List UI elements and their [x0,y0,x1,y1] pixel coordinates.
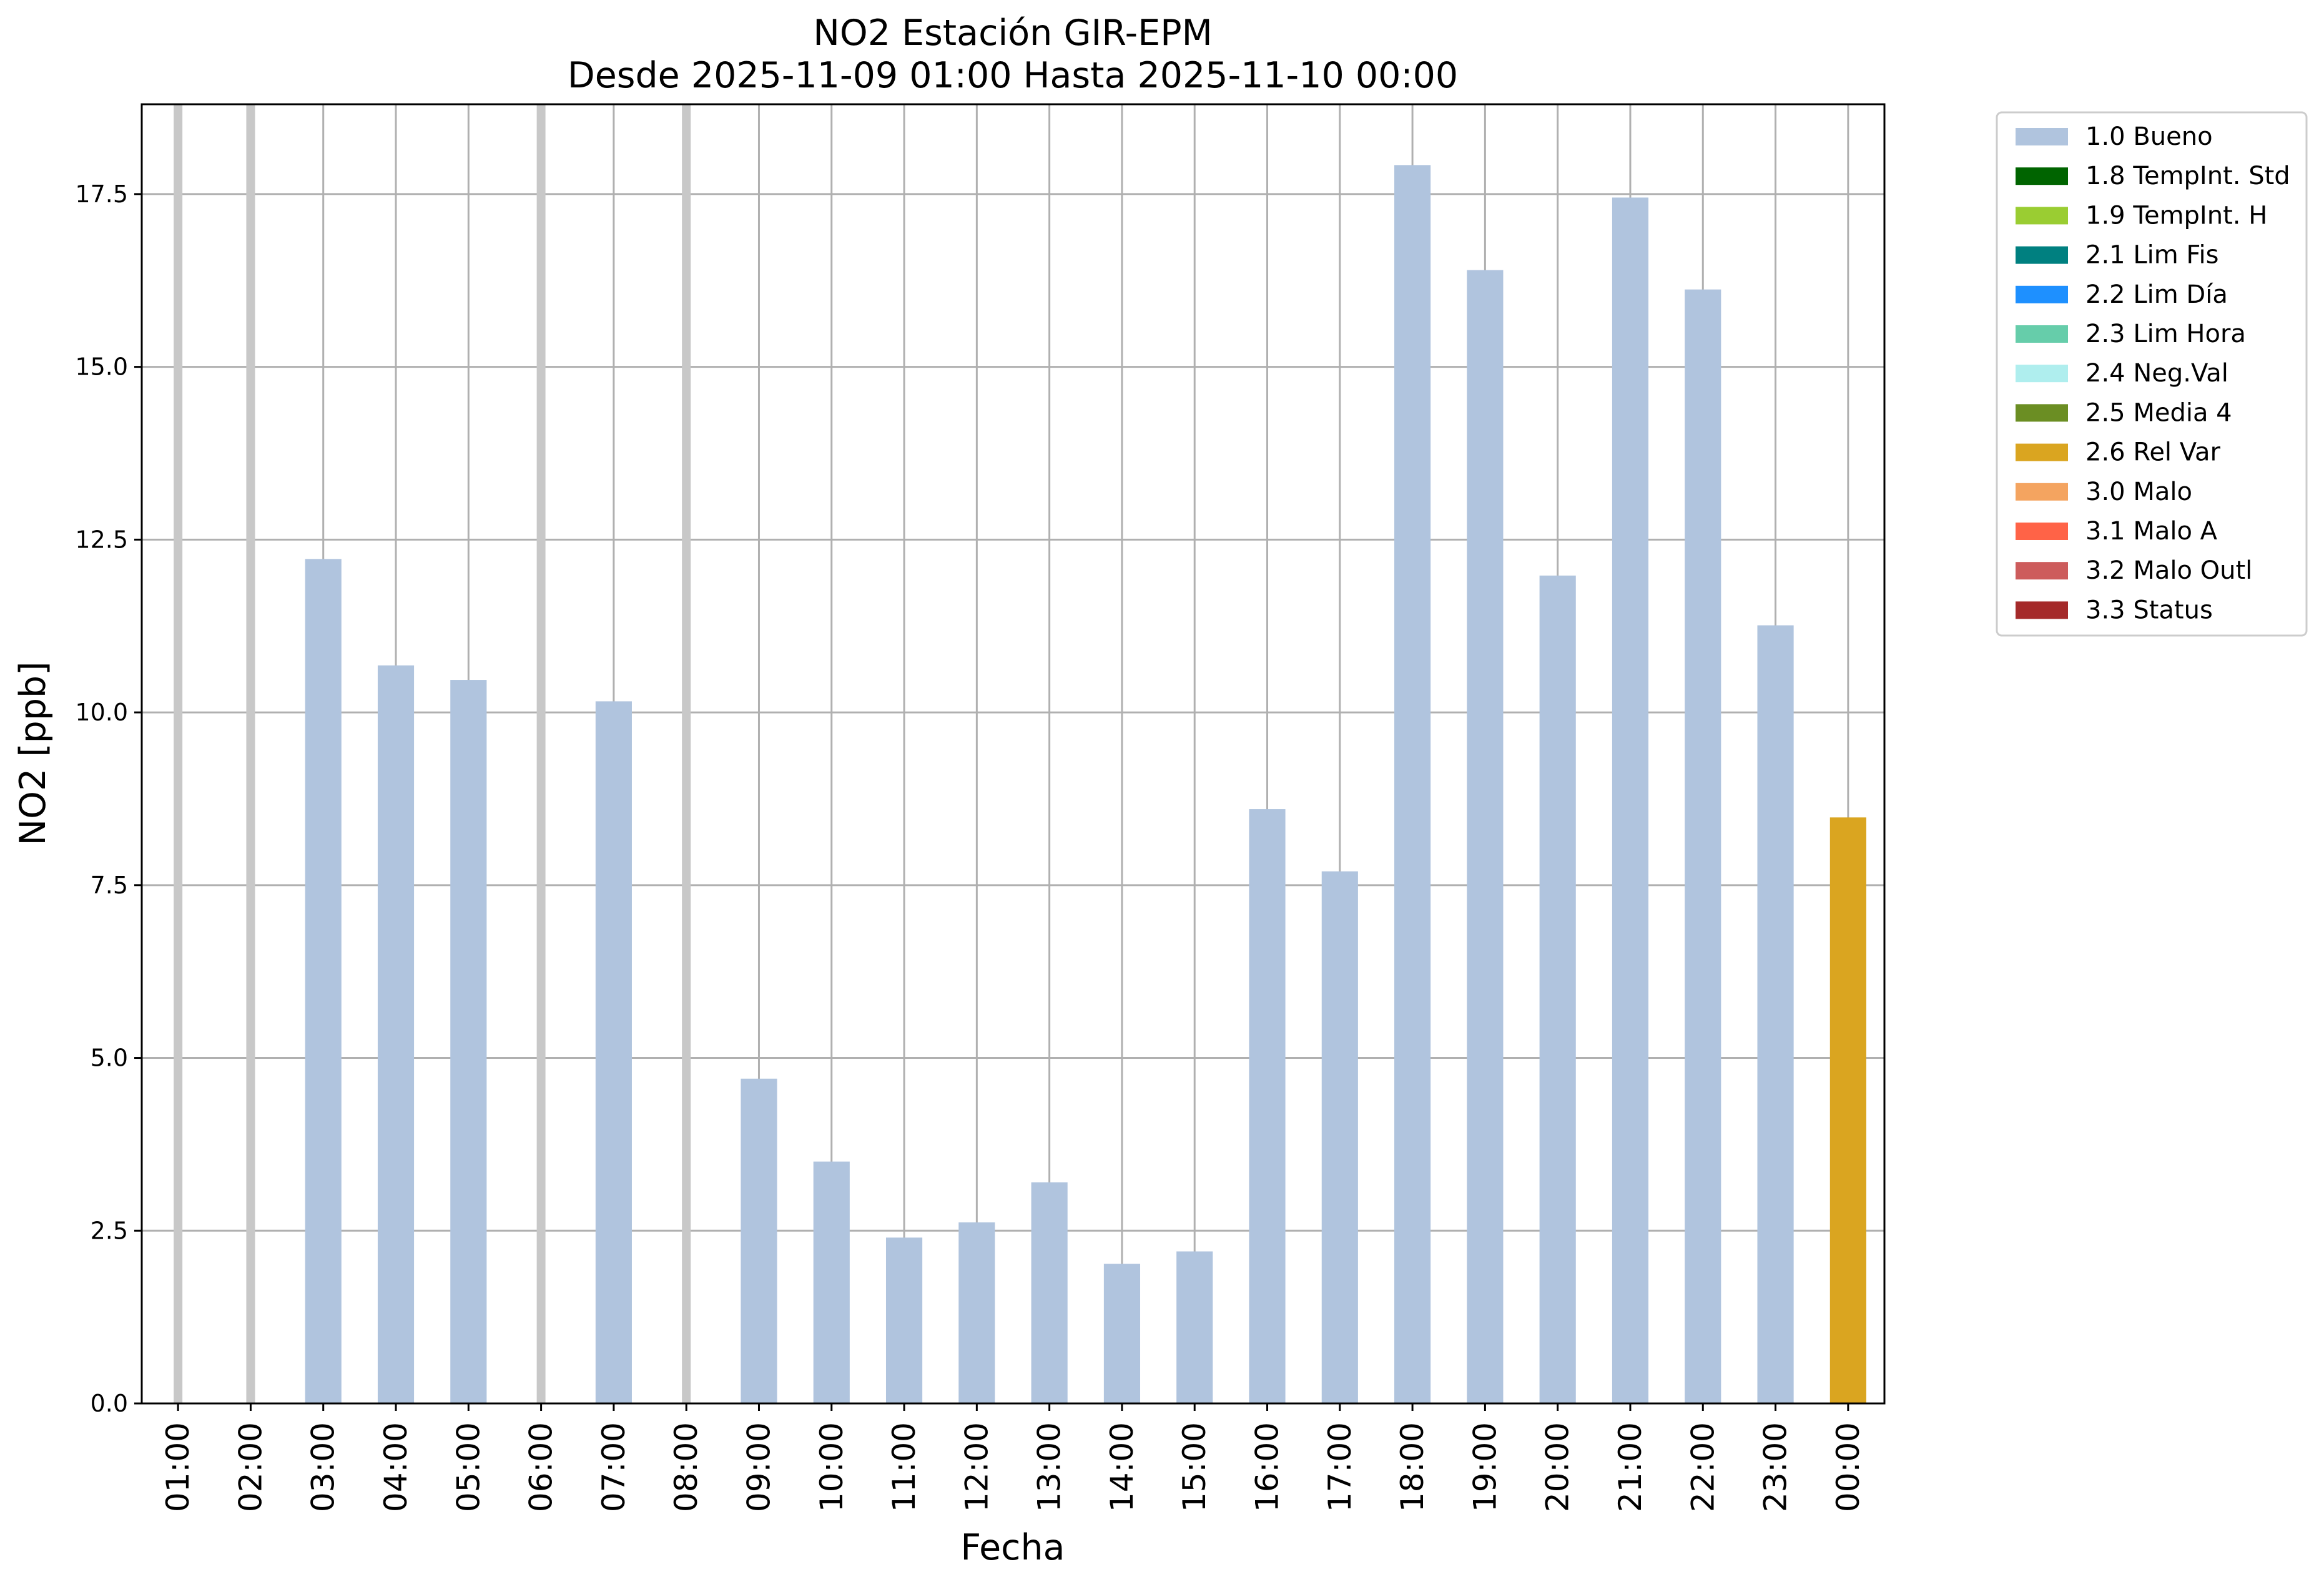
x-tick-label: 12:00 [958,1422,995,1512]
legend-swatch [2016,443,2068,461]
missing-data-marker [682,104,691,1403]
data-bar [813,1161,850,1403]
legend-label: 2.1 Lim Fis [2085,241,2218,270]
axis-ticks: 0.0 2.5 5.0 7.5 10.0 12.5 15.0 17.5 01:00 02:00 03… [75,180,1866,1512]
data-bar [377,665,415,1403]
legend-label: 2.5 Media 4 [2085,398,2232,427]
x-tick-label: 00:00 [1830,1422,1866,1512]
x-tick-label: 19:00 [1467,1422,1503,1512]
data-bar [1394,165,1431,1404]
y-tick-label: 7.5 [91,872,128,899]
legend-label: 3.2 Malo Outl [2085,556,2252,585]
data-bar [1685,289,1721,1403]
x-tick-label: 04:00 [378,1422,414,1512]
y-tick-label: 10.0 [75,699,128,726]
x-tick-label: 03:00 [305,1422,342,1512]
legend-swatch [2016,365,2068,383]
missing-data-marker [174,104,183,1403]
data-bar [1612,197,1649,1404]
plot-frame [140,103,1886,1405]
x-tick-label: 15:00 [1176,1422,1213,1512]
missing-data-marker [246,104,255,1403]
y-tick-label: 5.0 [91,1044,128,1072]
bars [174,104,1866,1404]
x-tick-label: 23:00 [1758,1422,1794,1512]
legend-label: 2.6 Rel Var [2085,438,2221,467]
legend-label: 3.0 Malo [2085,478,2192,506]
data-bar [1539,575,1576,1403]
x-tick-label: 06:00 [523,1422,559,1512]
legend: 1.0 Bueno 1.8 TempInt. Std 1.9 TempInt. H 2… [1996,111,2308,637]
legend-box [1996,111,2308,637]
x-tick-label: 09:00 [741,1422,777,1512]
x-tick-label: 07:00 [596,1422,632,1512]
y-axis-label: NO2 [ppb] [12,662,54,846]
data-bar [1031,1182,1068,1403]
legend-label: 1.8 TempInt. Std [2085,162,2290,190]
y-tick-label: 2.5 [91,1217,128,1244]
legend-swatch [2016,325,2068,343]
data-bar [1829,817,1866,1403]
x-tick-label: 18:00 [1394,1422,1430,1512]
missing-data-marker [536,104,546,1403]
x-tick-label: 05:00 [450,1422,486,1512]
y-tick-label: 0.0 [91,1390,128,1417]
data-bar [885,1237,923,1403]
legend-label: 2.2 Lim Día [2085,280,2228,309]
data-bar [741,1078,777,1403]
data-bar [1176,1251,1213,1403]
legend-swatch [2016,167,2068,185]
data-bar [305,559,342,1403]
data-bar [1249,809,1286,1403]
data-bar [1321,871,1358,1403]
x-tick-label: 10:00 [814,1422,850,1512]
y-tick-label: 17.5 [75,180,128,208]
data-bar [1467,270,1504,1404]
y-tick-label: 12.5 [75,526,128,553]
data-bar [958,1222,995,1403]
x-tick-label: 08:00 [668,1422,704,1512]
legend-label: 2.4 Neg.Val [2085,359,2228,388]
chart-subtitle: Desde 2025-11-09 01:00 Hasta 2025-11-10 … [568,55,1458,96]
legend-swatch [2016,128,2068,145]
legend-swatch [2016,483,2068,501]
data-bar [1757,625,1794,1404]
legend-swatch [2016,562,2068,580]
legend-swatch [2016,404,2068,422]
legend-label: 1.9 TempInt. H [2085,201,2267,230]
x-tick-label: 02:00 [232,1422,268,1512]
x-tick-label: 17:00 [1322,1422,1358,1512]
legend-label: 3.1 Malo A [2085,517,2218,546]
x-axis-label: Fecha [960,1527,1065,1568]
x-tick-label: 14:00 [1104,1422,1140,1512]
x-tick-label: 20:00 [1540,1422,1576,1512]
legend-label: 2.3 Lim Hora [2085,320,2246,348]
legend-swatch [2016,246,2068,264]
legend-swatch [2016,207,2068,225]
x-tick-label: 01:00 [160,1422,196,1512]
chart-title: NO2 Estación GIR-EPM [813,12,1213,54]
legend-swatch [2016,601,2068,619]
x-tick-label: 16:00 [1249,1422,1286,1512]
x-tick-label: 22:00 [1685,1422,1721,1512]
x-tick-label: 21:00 [1612,1422,1648,1512]
data-bar [1103,1264,1141,1403]
data-bar [595,701,632,1403]
legend-swatch [2016,285,2068,303]
legend-swatch [2016,523,2068,540]
y-tick-label: 15.0 [75,353,128,381]
data-bar [450,680,487,1403]
x-tick-label: 13:00 [1032,1422,1068,1512]
x-tick-label: 11:00 [886,1422,922,1512]
legend-label: 1.0 Bueno [2085,122,2213,151]
legend-label: 3.3 Status [2085,596,2213,624]
